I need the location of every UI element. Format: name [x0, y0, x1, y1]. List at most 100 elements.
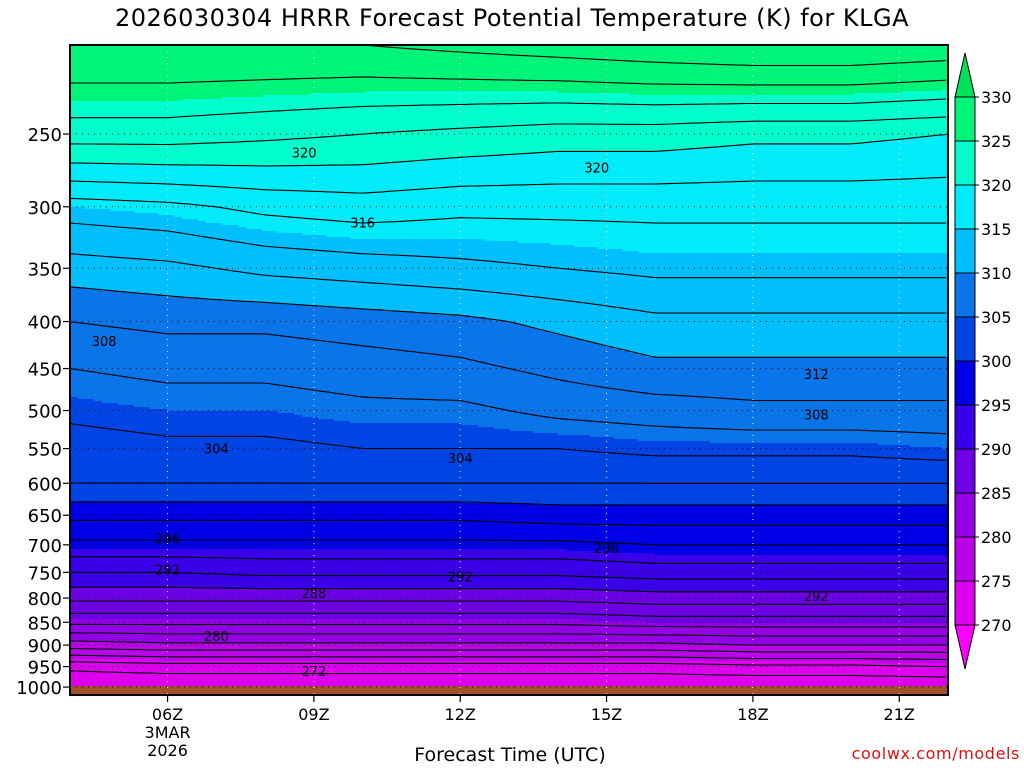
fill-band [566, 661, 575, 695]
fill-band [942, 89, 948, 136]
contour-line [70, 661, 947, 668]
fill-band [862, 143, 871, 254]
fill-band [550, 505, 559, 550]
fill-band [70, 287, 79, 398]
fill-band [862, 443, 871, 506]
fill-band [454, 45, 463, 92]
fill-band [246, 301, 255, 412]
fill-band [302, 643, 311, 662]
fill-band [350, 93, 359, 166]
fill-band [926, 663, 935, 695]
fill-band [94, 549, 103, 588]
fill-band [70, 101, 79, 164]
fill-band [462, 425, 471, 504]
fill-band [166, 501, 175, 550]
fill-band [542, 549, 551, 590]
fill-band [390, 91, 399, 164]
fill-band [614, 661, 623, 695]
fill-band [126, 163, 135, 212]
fill-band [766, 623, 775, 646]
fill-band [694, 555, 703, 592]
fill-band [886, 591, 895, 624]
fill-band [846, 555, 855, 592]
fill-band [678, 623, 687, 644]
fill-band [238, 643, 247, 662]
fill-band [182, 501, 191, 550]
fill-band [678, 95, 687, 150]
fill-band [78, 549, 87, 588]
fill-band [414, 423, 423, 502]
fill-band [318, 643, 327, 662]
fill-band [478, 427, 487, 504]
fill-band [878, 93, 887, 142]
fill-band [846, 443, 855, 506]
fill-band [470, 661, 479, 695]
fill-band [494, 45, 503, 92]
fill-band [422, 313, 431, 424]
fill-band [670, 95, 679, 152]
fill-band [606, 151, 615, 250]
fill-band [230, 661, 239, 695]
fill-band [582, 151, 591, 248]
fill-band [286, 413, 295, 502]
fill-band [606, 347, 615, 438]
fill-band [814, 555, 823, 592]
contour-line [70, 76, 947, 86]
fill-band [790, 143, 799, 254]
fill-band [486, 503, 495, 550]
fill-band [878, 505, 887, 556]
fill-band [758, 505, 767, 556]
fill-band [342, 307, 351, 422]
fill-band [350, 501, 359, 550]
fill-band [118, 211, 127, 292]
fill-band [374, 423, 383, 502]
fill-band [102, 163, 111, 210]
fill-band [142, 619, 151, 644]
y-tick-label: 550 [28, 440, 62, 461]
colorbar-label: 330 [981, 88, 1012, 107]
fill-band [718, 591, 727, 624]
fill-band [430, 239, 439, 314]
fill-band [78, 587, 87, 620]
fill-band [918, 663, 927, 695]
fill-band [158, 661, 167, 695]
fill-band [198, 587, 207, 620]
fill-band [278, 95, 287, 166]
fill-band [174, 549, 183, 588]
fill-band [542, 589, 551, 620]
fill-band [710, 645, 719, 662]
fill-band [838, 143, 847, 254]
fill-band [686, 95, 695, 150]
fill-band [326, 501, 335, 550]
fill-band [726, 623, 735, 646]
fill-band [110, 501, 119, 550]
fill-band [598, 151, 607, 250]
fill-band [430, 91, 439, 160]
fill-band [262, 95, 271, 166]
y-tick-label: 450 [28, 360, 62, 381]
fill-band [782, 45, 791, 96]
fill-band [630, 505, 639, 554]
contour-line [70, 519, 946, 526]
contour-label: 292 [448, 571, 473, 586]
fill-band [358, 309, 367, 424]
fill-band [902, 45, 911, 92]
fill-band [670, 555, 679, 592]
fill-band [582, 247, 591, 342]
fill-band [422, 619, 431, 644]
fill-band [86, 45, 95, 102]
fill-band [190, 45, 199, 100]
fill-band [190, 99, 199, 166]
fill-band [430, 643, 439, 662]
fill-band [278, 413, 287, 502]
fill-band [854, 143, 863, 254]
fill-band [846, 45, 855, 96]
fill-band [614, 591, 623, 622]
fill-band [238, 619, 247, 644]
fill-band [742, 145, 751, 254]
fill-band [150, 619, 159, 644]
fill-band [134, 101, 143, 166]
fill-band [654, 441, 663, 506]
fill-band [598, 93, 607, 152]
